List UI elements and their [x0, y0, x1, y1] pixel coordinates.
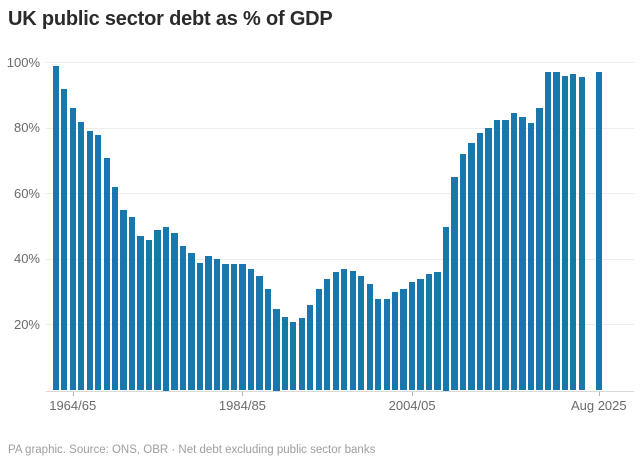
bar-2023-24: [570, 73, 577, 391]
bar-2006-07: [425, 274, 433, 391]
bar-1987-88: [264, 288, 272, 391]
bar-1975-76: [162, 226, 170, 391]
bar-1962-63: [52, 65, 59, 391]
bar-1996-97: [341, 269, 348, 391]
bar-2022-23: [561, 75, 568, 391]
bar-2019-20: [536, 108, 543, 391]
bar-1999-00: [366, 283, 373, 391]
bar-2016-17: [510, 113, 518, 391]
bar-1994-95: [324, 278, 331, 391]
y-axis-label: 40%: [13, 251, 40, 267]
bar-1979-80: [196, 262, 204, 391]
bar-2009-10: [451, 177, 458, 391]
bar-1986-87: [256, 275, 263, 391]
bar-2024-25: [578, 77, 585, 391]
bar-2001-02: [383, 298, 390, 391]
bar-1971-72: [128, 216, 136, 391]
bar-1991-92: [298, 318, 305, 391]
bar-1966-67: [86, 131, 93, 391]
bar-1970-71: [120, 210, 127, 391]
bar-1964-65: [69, 108, 76, 391]
y-axis-label: 60%: [13, 185, 40, 201]
bar-1993-94: [315, 288, 322, 391]
bar-1988-89: [273, 308, 280, 391]
bar-1992-93: [307, 305, 314, 391]
bar-2017-18: [519, 116, 526, 391]
bar-1985-86: [247, 269, 255, 391]
bar-1968-69: [103, 157, 110, 391]
bar-1998-99: [358, 275, 365, 391]
y-axis-label: 100%: [6, 54, 40, 70]
x-tick-1984-85: [242, 391, 244, 396]
bar-1997-98: [349, 270, 356, 391]
x-tick-1964-65: [72, 391, 74, 396]
bar-1973-74: [145, 239, 153, 391]
bar-1972-73: [137, 236, 144, 391]
bar-2000-01: [375, 298, 382, 391]
bar-2018-19: [527, 123, 535, 391]
gridline-60%: [46, 193, 634, 195]
bar-1980-81: [205, 256, 212, 391]
bar-2007-08: [434, 272, 441, 391]
bar-1995-96: [332, 272, 339, 391]
bar-1990-91: [290, 321, 297, 391]
bar-1974-75: [154, 229, 161, 391]
x-axis-label: 2004/05: [388, 397, 436, 413]
bar-2013-14: [485, 128, 492, 391]
bar-2005-06: [417, 278, 424, 391]
y-axis-label: 80%: [13, 120, 40, 136]
bar-2002-03: [392, 292, 399, 391]
bar-2012-13: [476, 133, 484, 391]
bar-1984-85: [239, 264, 246, 391]
gridline-100%: [46, 62, 634, 63]
bar-2015-16: [502, 119, 509, 391]
bar-1983-84: [230, 264, 238, 391]
bar-1977-78: [179, 246, 187, 391]
gridline-80%: [46, 127, 634, 129]
bar-aug-2025: [595, 72, 602, 391]
x-tick-2004-05: [412, 391, 414, 396]
bar-2010-11: [459, 154, 467, 391]
bar-2011-12: [468, 142, 475, 391]
bar-1989-90: [281, 316, 288, 391]
bar-1969-70: [111, 187, 119, 391]
bar-1963-64: [61, 88, 68, 391]
bar-1978-79: [188, 252, 195, 391]
bar-2008-09: [442, 226, 450, 391]
x-axis-label: 1964/65: [49, 397, 97, 413]
bar-2003-04: [400, 288, 407, 391]
bar-1976-77: [171, 233, 178, 391]
x-axis-line: [46, 390, 634, 392]
y-axis-label: 20%: [13, 316, 40, 332]
bar-1967-68: [95, 134, 102, 391]
gridline-40%: [46, 258, 634, 260]
bar-2021-22: [553, 72, 560, 391]
bar-2004-05: [408, 282, 416, 391]
x-tick-Aug-2025: [598, 391, 600, 396]
chart-title: UK public sector debt as % of GDP: [8, 8, 333, 30]
bar-2014-15: [493, 119, 501, 391]
bar-2020-21: [544, 72, 552, 391]
x-axis-label: 1984/85: [218, 397, 266, 413]
x-axis-label: Aug 2025: [570, 397, 627, 413]
bar-1981-82: [213, 259, 221, 391]
bar-1965-66: [78, 121, 85, 391]
gridline-20%: [46, 324, 634, 326]
bar-1982-83: [222, 264, 229, 391]
source-note: PA graphic. Source: ONS, OBR · Net debt …: [8, 444, 376, 456]
